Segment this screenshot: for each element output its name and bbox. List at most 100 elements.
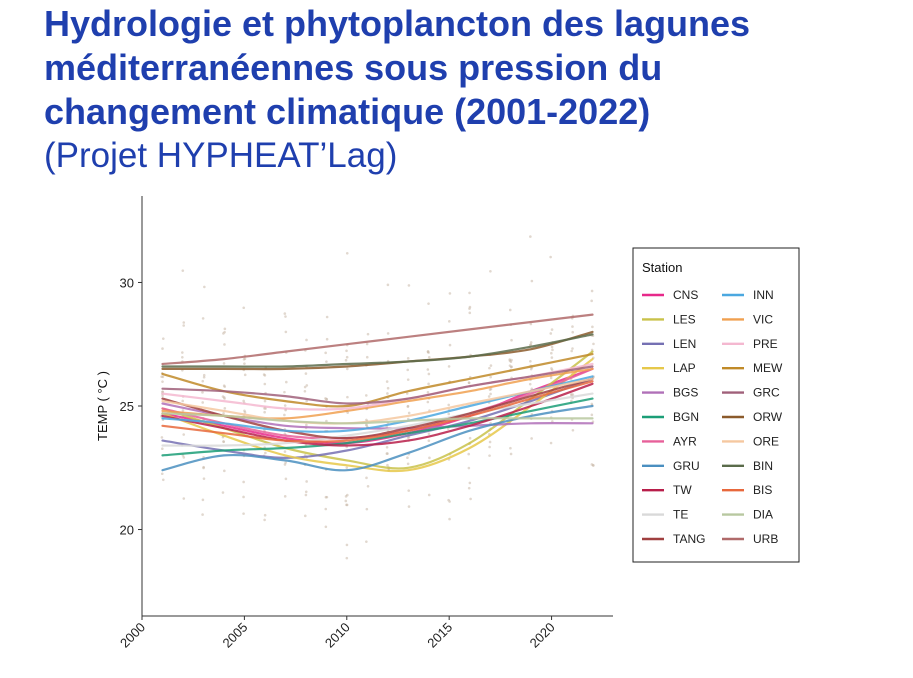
observation-point	[448, 320, 451, 323]
observation-point	[468, 291, 471, 295]
observation-point	[365, 394, 368, 397]
legend-label-ayr: AYR	[673, 434, 697, 448]
observation-point	[263, 513, 267, 517]
observation-point	[488, 440, 492, 444]
observation-point	[325, 315, 329, 319]
observation-point	[467, 452, 471, 456]
observation-point	[242, 399, 245, 403]
observation-point	[571, 428, 575, 432]
observation-point	[160, 436, 164, 439]
observation-point	[161, 390, 164, 394]
series-line-urb	[161, 313, 594, 366]
observation-point	[182, 497, 186, 500]
observation-point	[405, 392, 409, 395]
observation-point	[243, 409, 246, 413]
legend-label-bgs: BGS	[673, 386, 698, 400]
observation-point	[345, 503, 349, 507]
observation-point	[426, 400, 430, 404]
observation-point	[591, 325, 594, 329]
observation-point	[549, 255, 552, 259]
observation-point	[427, 372, 431, 376]
observation-point	[427, 493, 431, 497]
observation-point	[385, 445, 389, 449]
observation-point	[427, 432, 431, 435]
observation-point	[365, 476, 368, 480]
observation-point	[242, 306, 246, 310]
legend-label-bgn: BGN	[673, 410, 699, 424]
observation-point	[468, 481, 472, 485]
observation-point	[488, 454, 491, 457]
observation-point	[406, 404, 410, 408]
observation-point	[590, 413, 594, 417]
observation-point	[468, 305, 472, 309]
observation-point	[345, 349, 348, 353]
observation-point	[467, 466, 471, 470]
title-line-1: Hydrologie et phytoplancton des lagunes	[44, 3, 751, 44]
observation-point	[427, 356, 431, 359]
observation-point	[590, 463, 594, 466]
observation-point	[571, 330, 574, 334]
observation-point	[201, 498, 205, 502]
observation-point	[325, 337, 329, 341]
observation-point	[487, 395, 491, 398]
observation-point	[263, 518, 266, 522]
observation-point	[468, 311, 472, 315]
observation-point	[590, 289, 594, 293]
observation-point	[285, 380, 288, 384]
observation-point	[305, 399, 308, 403]
page-title: Hydrologie et phytoplancton des lagunes …	[44, 2, 904, 178]
observation-point	[221, 491, 225, 494]
observation-point	[510, 338, 513, 342]
observation-point	[283, 463, 287, 466]
observation-point	[345, 355, 349, 359]
observation-point	[386, 386, 390, 390]
observation-point	[489, 392, 492, 396]
series-lines	[161, 313, 594, 473]
observation-point	[305, 338, 308, 342]
observation-point	[550, 345, 554, 349]
observation-point	[284, 330, 288, 334]
series-line-len	[161, 377, 594, 460]
y-tick-label: 25	[120, 399, 134, 414]
observation-point	[202, 466, 205, 470]
series-line-ore	[161, 377, 594, 425]
observation-point	[509, 452, 513, 456]
x-tick-label: 2010	[322, 620, 353, 651]
subtitle: (Projet HYPHEAT’Lag)	[44, 136, 398, 175]
observation-point	[530, 387, 534, 391]
legend-label-mew: MEW	[753, 361, 783, 375]
observation-point	[223, 469, 226, 473]
observation-point	[181, 356, 184, 359]
observation-point	[427, 439, 431, 442]
observation-point	[182, 324, 186, 327]
observation-point	[345, 251, 349, 255]
observation-point	[305, 480, 308, 483]
observation-point	[303, 514, 307, 518]
observation-point	[264, 451, 267, 455]
observation-point	[325, 360, 328, 363]
series-line-dia	[161, 412, 594, 425]
observation-point	[426, 368, 430, 371]
observation-point	[590, 348, 594, 352]
observation-point	[346, 367, 349, 371]
observation-point	[345, 556, 349, 560]
observation-point	[530, 279, 534, 283]
legend-label-grc: GRC	[753, 386, 780, 400]
observation-point	[161, 478, 165, 482]
legend-label-gru: GRU	[673, 459, 700, 473]
observation-point	[529, 359, 532, 363]
x-tick-label: 2000	[117, 620, 148, 651]
observation-point	[549, 441, 553, 445]
observation-point	[283, 390, 286, 394]
observation-point	[386, 463, 389, 467]
legend-label-dia: DIA	[753, 508, 773, 522]
observation-point	[346, 395, 349, 399]
observation-point	[488, 366, 491, 370]
observation-point	[407, 489, 411, 492]
legend-label-tang: TANG	[673, 532, 705, 546]
observation-point	[530, 437, 533, 440]
observation-point	[243, 362, 246, 365]
observation-point	[344, 499, 348, 503]
observation-point	[181, 399, 185, 403]
observation-point	[223, 385, 227, 388]
